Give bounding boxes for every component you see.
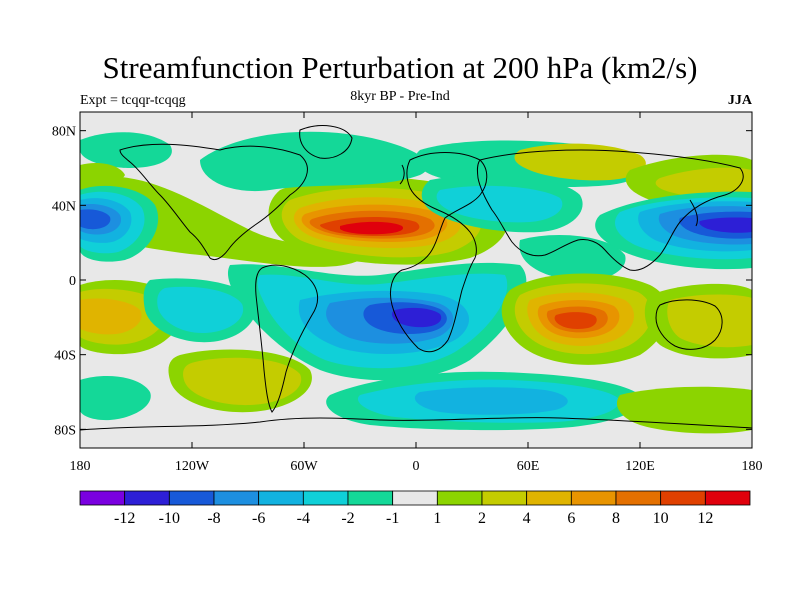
contour-region — [80, 209, 111, 230]
colorbar-label: 1 — [433, 510, 441, 527]
uk-coast — [399, 164, 405, 185]
lon-label: 120E — [625, 459, 655, 474]
season-label: JJA — [727, 93, 752, 108]
longitude-axis: 180 120W 60W 0 60E 120E 180 — [70, 112, 763, 474]
north-america-coast — [119, 143, 308, 261]
lon-label: 120W — [175, 459, 210, 474]
contour-region — [80, 163, 125, 187]
lon-label: 180 — [742, 459, 763, 474]
lat-label: 0 — [69, 274, 76, 289]
colorbar-swatch — [213, 490, 260, 506]
period-label: 8kyr BP - Pre-Ind — [350, 89, 450, 104]
colorbar-label: -2 — [341, 510, 354, 527]
lon-label: 0 — [413, 459, 420, 474]
japan-coast — [689, 199, 698, 227]
latitude-axis: 80N 40N 0 40S 80S — [52, 125, 752, 438]
south-america-coast — [255, 264, 319, 413]
colorbar-swatch — [258, 490, 304, 506]
map-title: Streamfunction Perturbation at 200 hPa (… — [102, 50, 698, 85]
colorbar-swatch — [526, 490, 572, 506]
experiment-label: Expt = tcqqr-tcqqg — [80, 93, 186, 108]
colorbar: -12 -10 -8 -6 -4 -2 -1 1 2 4 6 8 10 12 — [79, 490, 751, 527]
greenland-coast — [299, 125, 353, 159]
colorbar-swatch — [481, 490, 528, 506]
colorbar-label: -1 — [386, 510, 399, 527]
colorbar-label: -8 — [207, 510, 220, 527]
contour-region — [514, 143, 646, 181]
colorbar-swatch — [79, 490, 126, 506]
australia-coast — [655, 299, 723, 350]
colorbar-label: 2 — [478, 510, 486, 527]
colorbar-label: 12 — [697, 510, 713, 527]
colorbar-label: -6 — [252, 510, 265, 527]
colorbar-swatch — [392, 490, 438, 506]
colorbar-swatch — [436, 490, 483, 506]
coastlines — [80, 125, 752, 431]
colorbar-label: 8 — [612, 510, 620, 527]
colorbar-swatch — [615, 490, 662, 506]
contour-region — [80, 298, 142, 335]
colorbar-swatch — [168, 490, 215, 506]
lon-label: 180 — [70, 459, 91, 474]
colorbar-swatch — [302, 490, 349, 506]
colorbar-swatch — [570, 490, 617, 506]
colorbar-label: -10 — [159, 510, 180, 527]
contour-region — [183, 357, 302, 406]
contour-region — [340, 221, 404, 235]
antarctica-coast — [80, 417, 752, 431]
colorbar-swatch — [660, 490, 706, 506]
colorbar-swatch — [347, 490, 394, 506]
contour-region — [414, 387, 568, 415]
contour-region — [554, 312, 597, 329]
lon-label: 60E — [517, 459, 540, 474]
colorbar-label: -4 — [297, 510, 310, 527]
colorbar-label: 6 — [567, 510, 575, 527]
contour-region — [80, 376, 151, 421]
contour-region — [436, 185, 563, 223]
colorbar-swatch — [124, 490, 170, 506]
contour-region — [667, 294, 752, 348]
asia-coast — [476, 149, 744, 271]
lat-label: 40N — [52, 199, 76, 214]
colorbar-swatch — [704, 490, 751, 506]
contour-region — [519, 235, 626, 282]
contour-region — [699, 217, 752, 233]
contour-region — [391, 307, 442, 328]
europe-africa-coast — [389, 152, 488, 353]
colorbar-label: 4 — [523, 510, 531, 527]
contour-region — [655, 167, 752, 198]
lon-label: 60W — [290, 459, 318, 474]
contour-region — [157, 286, 244, 334]
contour-region — [80, 132, 172, 168]
lat-label: 80N — [52, 125, 76, 140]
lat-label: 40S — [54, 349, 76, 364]
colorbar-label: -12 — [114, 510, 135, 527]
lat-label: 80S — [54, 423, 76, 438]
colorbar-label: 10 — [653, 510, 669, 527]
